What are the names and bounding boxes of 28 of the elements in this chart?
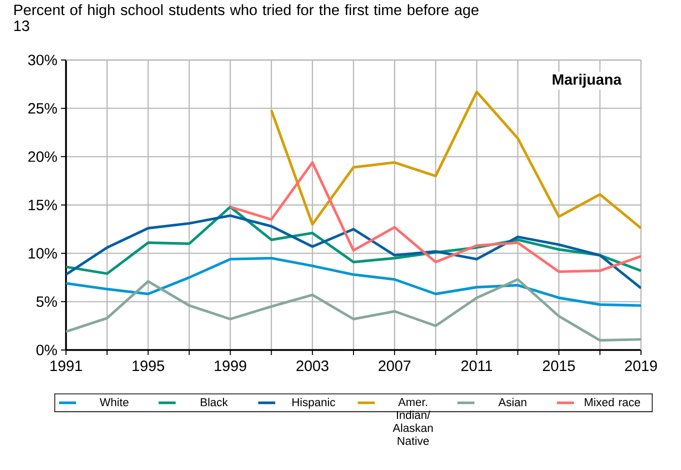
- y-tick-label: 0%: [36, 344, 57, 356]
- x-tick-label: 2015: [542, 360, 575, 372]
- legend-label: White: [100, 398, 128, 406]
- chart-title: Percent of high school students who tried for the first time before age 13: [14, 4, 478, 32]
- x-tick-label: 2019: [625, 360, 657, 372]
- y-tick-label: 15%: [28, 200, 57, 210]
- line-series: [66, 256, 642, 307]
- annotation: Marijuana: [552, 74, 622, 88]
- legend-label: Asian: [498, 398, 526, 406]
- y-tick-label: 20%: [28, 151, 57, 162]
- line-series: [228, 161, 642, 273]
- line-series: [66, 278, 642, 342]
- y-tick-label: 10%: [28, 248, 57, 259]
- legend-label: Black: [200, 398, 228, 406]
- y-tick-label: 25%: [28, 103, 57, 114]
- legend-label: Mixed race: [584, 398, 640, 406]
- y-tick-label: 30%: [28, 54, 57, 66]
- y-tick-label: 5%: [36, 296, 57, 307]
- x-tick-label: 1999: [214, 360, 246, 372]
- x-tick-label: 2007: [378, 360, 410, 372]
- legend-label: Amer. Indian/ Alaskan Native: [392, 398, 433, 445]
- legend-label: Hispanic: [292, 398, 336, 409]
- x-tick-label: 1991: [50, 360, 82, 372]
- line-series: [270, 90, 642, 230]
- x-tick-label: 2011: [461, 360, 492, 372]
- line-series: [66, 214, 642, 290]
- x-tick-label: 1995: [132, 360, 164, 372]
- x-tick-label: 2003: [296, 360, 328, 372]
